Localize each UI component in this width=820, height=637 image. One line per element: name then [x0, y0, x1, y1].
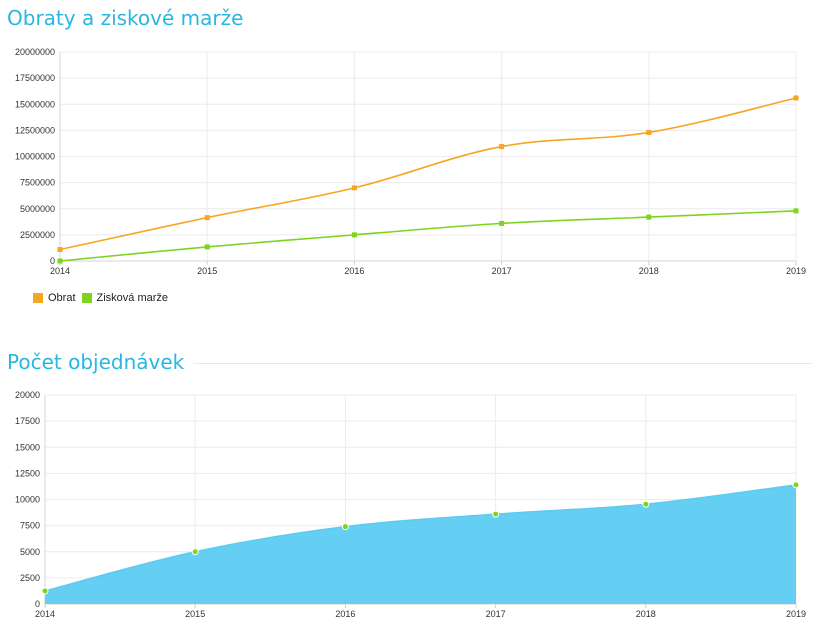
orders-y-tick-label: 5000: [20, 547, 40, 557]
orders-area-line: [44, 484, 797, 592]
orders-data-point[interactable]: [41, 587, 49, 595]
orders-x-tick-label: 2018: [636, 609, 656, 619]
revenue-y-tick-label: 15000000: [15, 99, 55, 109]
revenue-y-tick-label: 20000000: [15, 47, 55, 57]
legend-item-1[interactable]: Zisková marže: [81, 292, 169, 304]
revenue-y-tick-label: 0: [50, 256, 55, 266]
revenue-series-line-1: [59, 210, 797, 262]
orders-y-tick-label: 17500: [15, 416, 40, 426]
orders-x-tick-label: 2015: [185, 609, 205, 619]
orders-y-tick-label: 15000: [15, 442, 40, 452]
revenue-x-tick-label: 2018: [639, 266, 659, 276]
revenue-chart-legend: Obrat Zisková marže: [33, 292, 174, 304]
revenue-y-tick-label: 17500000: [15, 73, 55, 83]
revenue-x-tick-label: 2019: [786, 266, 806, 276]
revenue-data-point-0[interactable]: [646, 129, 652, 135]
orders-x-tick-label: 2019: [786, 609, 806, 619]
revenue-data-point-1[interactable]: [793, 208, 799, 214]
legend-label: Obrat: [48, 292, 76, 304]
orders-y-tick-label: 10000: [15, 495, 40, 505]
revenue-chart-title: Obraty a ziskové marže: [7, 6, 244, 30]
revenue-x-tick-label: 2016: [344, 266, 364, 276]
legend-swatch: [81, 293, 92, 303]
revenue-y-tick-label: 12500000: [15, 125, 55, 135]
revenue-data-point-1[interactable]: [646, 214, 652, 220]
orders-y-tick-label: 20000: [15, 390, 40, 400]
revenue-x-tick-label: 2015: [197, 266, 217, 276]
revenue-y-tick-label: 10000000: [15, 152, 55, 162]
revenue-y-tick-label: 7500000: [20, 178, 55, 188]
orders-x-tick-label: 2016: [335, 609, 355, 619]
revenue-data-point-1[interactable]: [57, 258, 63, 264]
legend-item-0[interactable]: Obrat: [33, 292, 76, 304]
legend-swatch: [33, 293, 43, 303]
revenue-data-point-0[interactable]: [499, 144, 505, 150]
orders-title-divider: [193, 363, 812, 364]
orders-y-tick-label: 12500: [15, 468, 40, 478]
orders-y-tick-label: 0: [35, 599, 40, 609]
revenue-data-point-0[interactable]: [204, 215, 210, 221]
revenue-line-chart: 0 2500000 5000000 7500000 10000000 12500000 15…: [15, 47, 806, 276]
revenue-data-point-0[interactable]: [57, 247, 63, 253]
orders-chart-title: Počet objednávek: [7, 350, 185, 374]
revenue-data-point-0[interactable]: [793, 95, 799, 101]
orders-data-point[interactable]: [341, 523, 349, 531]
revenue-data-point-1[interactable]: [499, 220, 505, 226]
legend-label: Zisková marže: [96, 292, 169, 304]
revenue-y-tick-label: 5000000: [20, 204, 55, 214]
revenue-grid: [59, 51, 797, 262]
orders-y-tick-label: 7500: [20, 521, 40, 531]
revenue-data-point-1[interactable]: [204, 244, 210, 250]
orders-x-tick-label: 2014: [35, 609, 55, 619]
revenue-series-line-0: [59, 97, 797, 251]
revenue-data-point-1[interactable]: [351, 232, 357, 238]
orders-grid: [44, 394, 797, 605]
orders-x-tick-label: 2017: [486, 609, 506, 619]
revenue-y-tick-label: 2500000: [20, 230, 55, 240]
orders-data-point[interactable]: [191, 548, 199, 556]
revenue-data-point-0[interactable]: [351, 185, 357, 191]
revenue-x-tick-label: 2017: [492, 266, 512, 276]
orders-data-point[interactable]: [792, 481, 800, 489]
orders-data-point[interactable]: [642, 500, 650, 508]
orders-area-fill: [45, 484, 796, 604]
revenue-x-tick-label: 2014: [50, 266, 70, 276]
orders-data-point[interactable]: [492, 510, 500, 518]
orders-y-tick-label: 2500: [20, 573, 40, 583]
